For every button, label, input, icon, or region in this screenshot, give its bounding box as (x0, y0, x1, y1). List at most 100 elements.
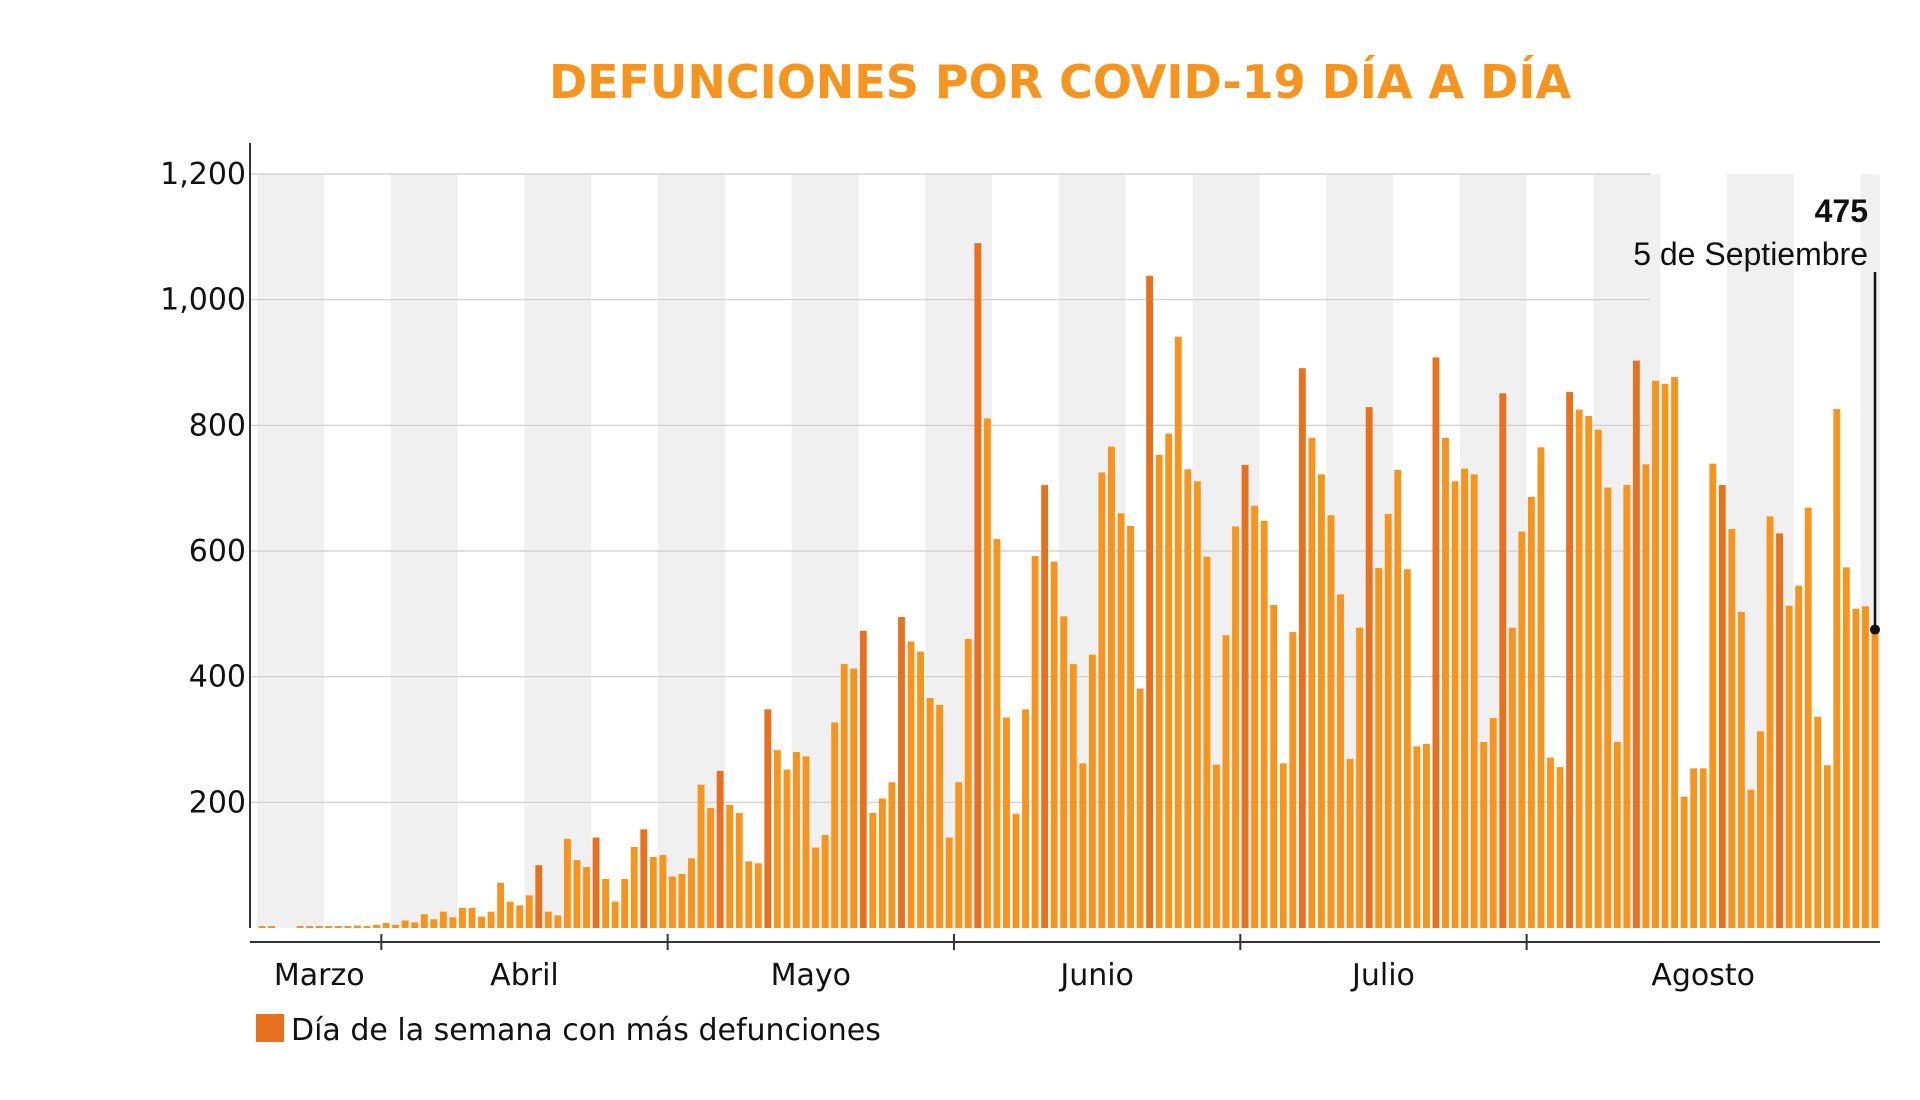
bar (1547, 757, 1554, 928)
bar (1346, 758, 1354, 928)
bar (869, 813, 877, 928)
bar (439, 911, 447, 928)
y-tick-label: 200 (189, 785, 246, 820)
bar (726, 804, 734, 928)
bar (1585, 415, 1593, 928)
bar (898, 616, 905, 928)
bar (1489, 718, 1497, 928)
bar (535, 865, 543, 928)
bar (1356, 627, 1364, 928)
bar (468, 907, 476, 928)
bar (1537, 447, 1545, 928)
bar (1499, 393, 1507, 928)
bar (1527, 496, 1535, 928)
bar (325, 926, 333, 928)
bar (716, 770, 724, 928)
bar (1088, 654, 1096, 928)
bar (1031, 556, 1039, 928)
bar (478, 916, 485, 928)
bar (1432, 357, 1440, 928)
bar (1394, 469, 1402, 928)
bar (630, 846, 638, 928)
bar (1012, 813, 1020, 928)
last-value-annotation: 475 5 de Septiembre (1633, 193, 1880, 635)
bar (1136, 688, 1144, 928)
bar (354, 925, 361, 928)
bar (1575, 409, 1583, 928)
bar (1671, 376, 1679, 928)
bar (1470, 474, 1478, 928)
bar (420, 914, 428, 928)
bar (1174, 336, 1182, 928)
legend-label: Día de la semana con más defunciones (291, 1013, 881, 1048)
legend-swatch (256, 1014, 284, 1042)
bar (1728, 529, 1736, 928)
bar (1422, 743, 1430, 928)
bar (1623, 485, 1631, 928)
bar (812, 847, 820, 928)
bar (554, 915, 562, 928)
bar (1652, 380, 1659, 928)
bar (783, 769, 791, 928)
y-tick-label: 1,000 (160, 283, 246, 318)
bar (1518, 531, 1526, 928)
bar (1108, 446, 1115, 928)
bar (1232, 526, 1239, 928)
bar (401, 920, 409, 928)
bar (831, 722, 839, 928)
y-tick-label: 800 (189, 408, 246, 443)
bar (1461, 468, 1469, 928)
bar (573, 860, 581, 928)
bar (1069, 664, 1077, 928)
month-label: Abril (490, 958, 559, 993)
bar (793, 752, 800, 928)
bar (907, 641, 915, 928)
bar (296, 926, 304, 928)
bar (678, 873, 686, 928)
bar (1003, 717, 1010, 928)
bar (1384, 513, 1392, 928)
bar (1795, 585, 1803, 928)
bar (649, 856, 657, 928)
month-label: Marzo (274, 958, 365, 993)
bar (1298, 368, 1306, 928)
bar (773, 750, 781, 928)
bar (1757, 731, 1764, 928)
bar (344, 926, 352, 928)
bar (1203, 556, 1211, 928)
bar (1871, 629, 1879, 928)
bar (1279, 763, 1287, 928)
bar (1747, 789, 1755, 928)
bar (373, 924, 380, 928)
bar (392, 924, 400, 928)
bar (1222, 635, 1230, 928)
bar (621, 878, 629, 928)
bar (878, 798, 886, 928)
bar (1127, 525, 1134, 928)
bar (525, 895, 533, 928)
bar (1842, 567, 1850, 928)
bar (1442, 437, 1449, 928)
bar (1241, 464, 1249, 928)
bar (1642, 464, 1650, 928)
bar (1814, 716, 1822, 928)
bar (1260, 520, 1268, 928)
bar (1270, 605, 1278, 928)
annotation-value: 475 (1815, 193, 1868, 229)
bar (936, 704, 944, 928)
bar (1060, 616, 1068, 928)
bar (1251, 505, 1259, 928)
bar (1413, 746, 1421, 928)
bar (516, 905, 524, 928)
bar (1289, 632, 1297, 928)
month-label: Junio (1058, 958, 1134, 993)
bar (993, 539, 1001, 928)
bar (1146, 275, 1154, 928)
bar (411, 922, 419, 928)
bar (1308, 437, 1316, 928)
bar (1403, 569, 1411, 928)
chart-title: DEFUNCIONES POR COVID-19 DÍA A DÍA (549, 55, 1572, 109)
bar (707, 807, 715, 928)
bar (974, 243, 982, 928)
